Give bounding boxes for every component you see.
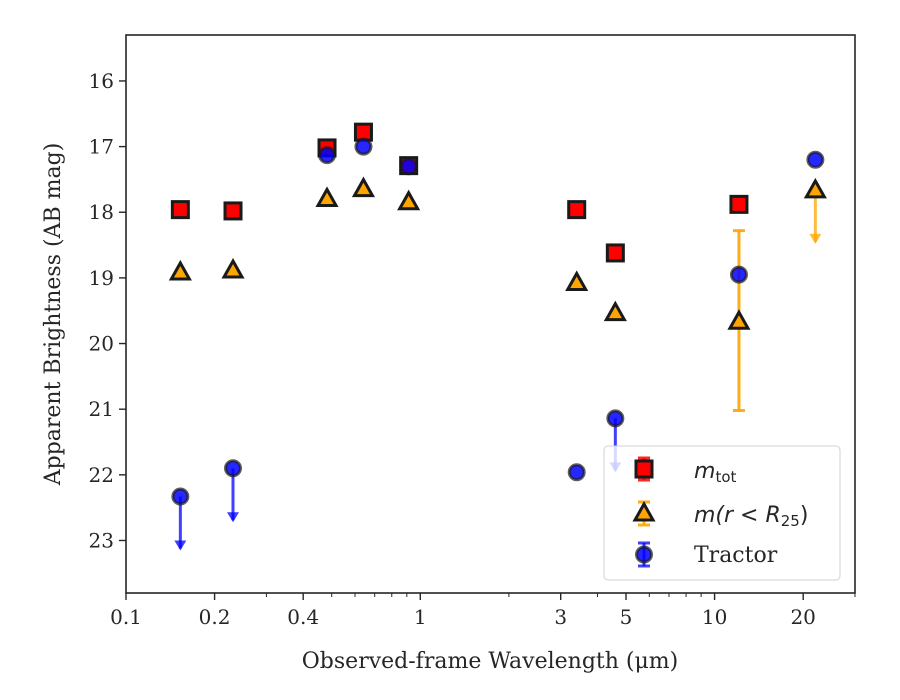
data-point-tractor — [171, 487, 190, 506]
data-point-m-r25 — [315, 186, 339, 207]
data-point-m-r25 — [803, 177, 827, 199]
x-tick-label: 5 — [620, 605, 633, 629]
data-point-tractor — [354, 137, 373, 156]
data-point-m-r25 — [603, 300, 627, 322]
y-axis-label: Apparent Brightness (AB mag) — [41, 143, 66, 487]
legend-box — [603, 445, 841, 581]
data-point-m-tot — [729, 194, 749, 214]
data-point-m-r25 — [351, 176, 376, 198]
y-tick-label: 18 — [89, 200, 114, 224]
upper-limit-arrowhead — [809, 233, 822, 244]
data-markers — [168, 122, 827, 506]
data-point-m-r25 — [727, 309, 751, 330]
y-tick-label: 23 — [89, 528, 114, 552]
data-point-tractor — [806, 150, 825, 169]
y-tick-label: 17 — [89, 135, 114, 159]
y-tick-label: 22 — [89, 463, 114, 487]
data-point-tractor — [399, 157, 418, 176]
data-point-tractor — [567, 463, 586, 482]
data-point-tractor — [318, 146, 337, 165]
data-point-m-r25 — [565, 270, 589, 291]
data-point-m-tot — [567, 200, 587, 220]
data-point-m-r25 — [397, 189, 421, 211]
data-point-m-r25 — [168, 259, 192, 281]
data-point-tractor — [729, 265, 748, 284]
legend-handle-m-r25 — [632, 500, 656, 527]
x-tick-label: 0.2 — [199, 605, 231, 629]
data-point-m-tot — [223, 201, 243, 221]
upper-limit-arrowhead — [174, 540, 187, 551]
x-tick-label: 1 — [414, 605, 427, 629]
axis-ticks: 0.1 0.2 0.4 1 3 5 10 20 16 17 18 19 20 21 22 23 — [89, 69, 856, 629]
y-tick-label: 21 — [89, 397, 114, 421]
y-tick-label: 20 — [89, 332, 114, 356]
data-point-m-tot — [170, 200, 190, 220]
x-axis-label: Observed-frame Wavelength (μm) — [302, 649, 678, 674]
plot-frame — [125, 34, 856, 594]
x-tick-label: 20 — [790, 605, 815, 629]
y-tick-label: 19 — [89, 266, 114, 290]
legend-handle-tractor — [635, 541, 653, 568]
x-tick-label: 0.1 — [110, 605, 142, 629]
y-tick-label: 16 — [89, 69, 114, 93]
legend-handle-m-tot — [634, 456, 654, 482]
legend-label-m-tot: mtot — [694, 459, 736, 486]
x-tick-label: 3 — [554, 605, 567, 629]
legend-label-tractor: Tractor — [694, 543, 778, 568]
x-tick-label: 10 — [702, 605, 727, 629]
legend-label-m-r25: m(r < R25) — [694, 503, 808, 530]
data-point-m-r25 — [221, 257, 245, 279]
upper-limit-arrowhead — [227, 512, 240, 523]
data-point-tractor — [606, 409, 625, 428]
data-point-tractor — [224, 459, 243, 478]
legend: mtot m(r < R25) Tractor — [603, 445, 841, 581]
data-point-m-tot — [605, 243, 625, 263]
x-tick-label: 0.4 — [287, 605, 319, 629]
